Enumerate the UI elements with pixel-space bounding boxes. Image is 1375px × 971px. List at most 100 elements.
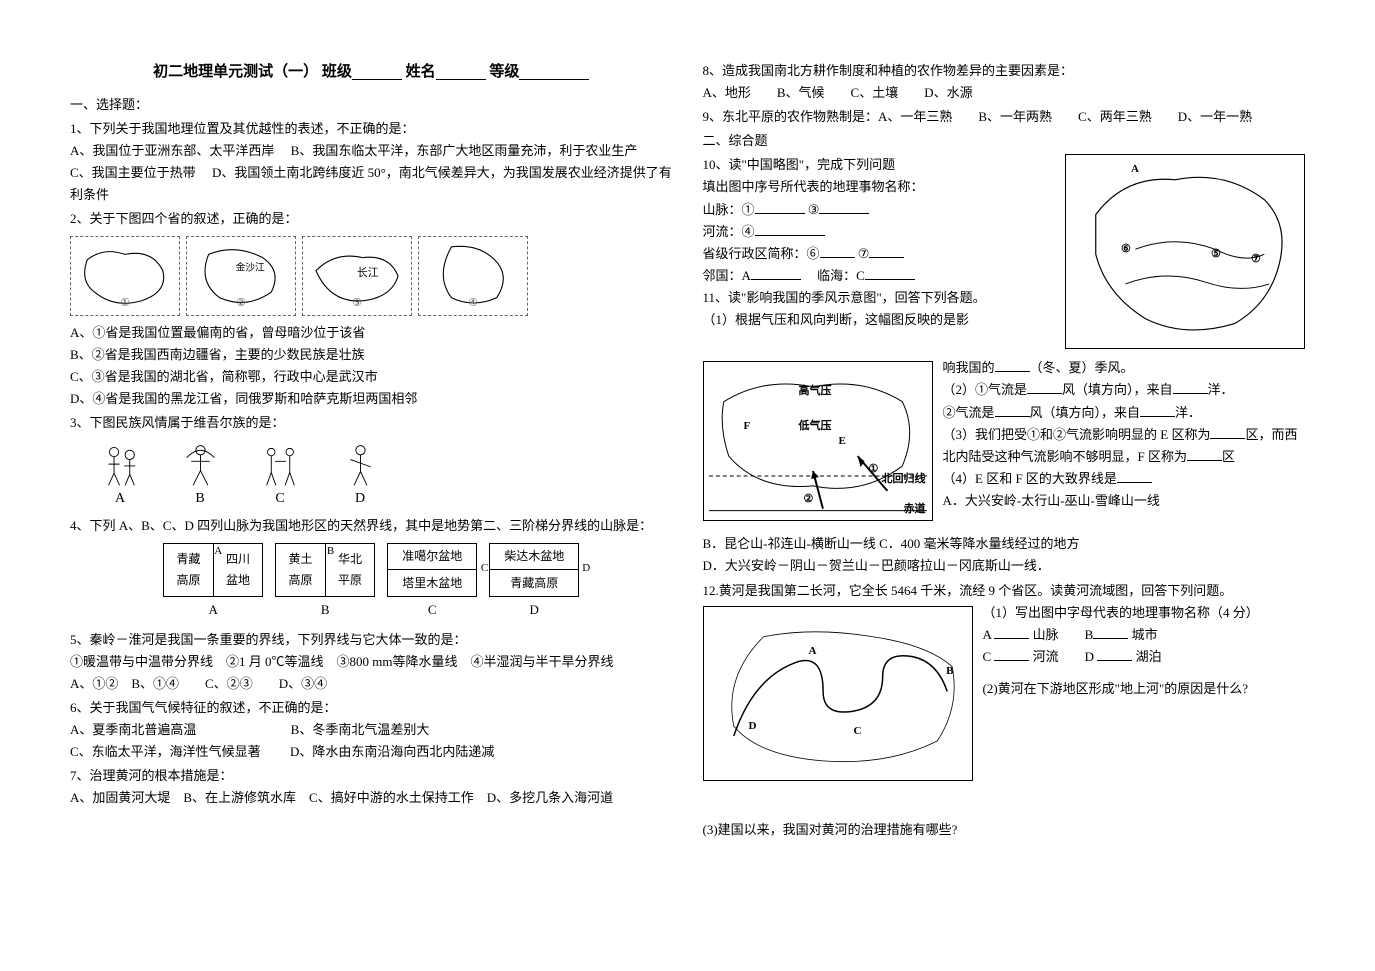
q3-C-label: C [275, 487, 284, 511]
q3-stem: 3、下图民族风情属于维吾尔族的是： [70, 412, 673, 434]
section-a-heading: 一、选择题： [70, 94, 673, 116]
map-5: ⑤ [1211, 245, 1221, 264]
q4-C-bl: C [387, 599, 477, 621]
q12-B: 山脉 B [1033, 627, 1094, 642]
section-b-heading: 二、综合题 [703, 130, 1306, 152]
q11-p4B: B．昆仑山-祁连山-横断山一线 C．400 毫米等降水量线经过的地方 [703, 533, 1306, 555]
monsoon-map: 北回归线 赤道 高气压 低气压 E F ① ② [703, 361, 933, 521]
blank-m3[interactable] [819, 200, 869, 214]
q10-l4a: 邻国：A [703, 268, 751, 283]
q1-stem: 1、下列关于我国地理位置及其优越性的表述，不正确的是： [70, 118, 673, 140]
blank-zF[interactable] [1187, 447, 1222, 461]
q5: 5、秦岭－淮河是我国一条重要的界线，下列界线与它大体一致的是： ①暖温带与中温带… [70, 629, 673, 695]
name-input[interactable] [436, 63, 486, 80]
blank-p6[interactable] [820, 244, 855, 258]
china-map: A ⑥ ⑤ ⑦ [1065, 154, 1305, 349]
q11-p4t: （4）E 区和 F 区的大致界线是 [943, 471, 1117, 486]
q12-C: C [983, 649, 992, 664]
map-6: ⑥ [1121, 240, 1131, 259]
q3-fig-B: B [170, 441, 230, 511]
q4-C-top: 准噶尔盆地 [388, 544, 476, 571]
q9: 9、东北平原的农作物熟制是：A、一年三熟 B、一年两熟 C、两年三熟 D、一年一… [703, 106, 1306, 128]
blank-sC[interactable] [865, 266, 915, 280]
left-column: 初二地理单元测试（一） 班级 姓名 等级 一、选择题： 1、下列关于我国地理位置… [70, 60, 673, 951]
blank-yC[interactable] [994, 647, 1029, 661]
blank-season[interactable] [995, 358, 1030, 372]
q6-row1: A、夏季南北普遍高温 B、冬季南北气温差别大 [70, 719, 673, 741]
q3-B-label: B [195, 487, 204, 511]
q6-stem: 6、关于我国气气候特征的叙述，不正确的是： [70, 697, 673, 719]
q7: 7、治理黄河的根本措施是： A、加固黄河大堤 B、在上游修筑水库 C、搞好中游的… [70, 765, 673, 809]
blank-w1[interactable] [1027, 380, 1062, 394]
blank-zE[interactable] [1210, 425, 1245, 439]
svg-text:金沙江: 金沙江 [236, 261, 265, 274]
blank-yD[interactable] [1097, 647, 1132, 661]
q4-C-bot: 塔里木盆地 [388, 570, 476, 596]
q4-D-bl: D [489, 599, 579, 621]
q4-A-tr: A [214, 542, 222, 561]
q2-map3-label: ③ [352, 294, 362, 313]
q4-pair-D: 柴达木盆地 青藏高原 D [489, 543, 579, 597]
blank-o2[interactable] [1140, 403, 1175, 417]
q12-D: 河流 D [1033, 649, 1094, 664]
mon-2: ② [804, 490, 814, 509]
q1-line2: A、我国位于亚洲东部、太平洋西岸 B、我国东临太平洋，东部广大地区雨量充沛，利于… [70, 140, 673, 162]
blank-m1[interactable] [755, 200, 805, 214]
q2-map2-label: ② [236, 294, 246, 313]
yellow-river-map: A B C D [703, 606, 973, 781]
blank-yB[interactable] [1093, 625, 1128, 639]
q6-C: C、东临太平洋，海洋性气候显著 [70, 744, 261, 759]
class-input[interactable] [352, 63, 402, 80]
q11-p1b-b: （冬、夏）季风。 [1030, 360, 1134, 375]
q4-pair-B: 黄土 高原 华北 平原 B [275, 543, 375, 597]
q3-fig-C: C [250, 441, 310, 511]
blank-r4[interactable] [755, 222, 825, 236]
q6-A: A、夏季南北普遍高温 [70, 722, 196, 737]
q3-fig-D: D [330, 441, 390, 511]
yr-B: B [946, 662, 953, 681]
grade-input[interactable] [519, 63, 589, 80]
q8: 8、造成我国南北方耕作制度和种植的农作物差异的主要因素是： A、地形 B、气候 … [703, 60, 1306, 104]
page-title: 初二地理单元测试（一） 班级 姓名 等级 [70, 60, 673, 86]
mon-eq: 赤道 [904, 500, 926, 519]
q8-choices: A、地形 B、气候 C、土壤 D、水源 [703, 82, 1306, 104]
q12-Bw: 城市 [1132, 627, 1158, 642]
q2-map-1: ① [70, 236, 180, 316]
q6: 6、关于我国气气候特征的叙述，不正确的是： A、夏季南北普遍高温 B、冬季南北气… [70, 697, 673, 763]
blank-yA[interactable] [994, 625, 1029, 639]
q4-pair-A: 青藏 高原 四川 盆地 A [163, 543, 263, 597]
blank-nA[interactable] [751, 266, 801, 280]
blank-line[interactable] [1117, 469, 1152, 483]
blank-w2[interactable] [995, 403, 1030, 417]
blank-o1[interactable] [1173, 380, 1208, 394]
name-label: 姓名 [406, 64, 436, 80]
q6-row2: C、东临太平洋，海洋性气候显著 D、降水由东南沿海向西北内陆递减 [70, 741, 673, 763]
q11-p3c: 区 [1222, 449, 1235, 464]
mon-lo: 低气压 [799, 417, 832, 436]
q2-B: B、②省是我国西南边疆省，主要的少数民族是壮族 [70, 344, 673, 366]
q4-stem: 4、下列 A、B、C、D 四列山脉为我国地形区的天然界线，其中是地势第二、三阶梯… [70, 515, 673, 537]
q1-A: A、我国位于亚洲东部、太平洋西岸 [70, 143, 274, 158]
q5-choices: A、①② B、①④ C、②③ D、③④ [70, 673, 673, 695]
q4-B-left: 黄土 高原 [276, 544, 326, 596]
q2-maps: ① 金沙江 ② 长江 ③ ④ [70, 236, 673, 316]
q11-p2f: 洋． [1175, 405, 1201, 420]
q5-stem: 5、秦岭－淮河是我国一条重要的界线，下列界线与它大体一致的是： [70, 629, 673, 651]
q4-pair-C: 准噶尔盆地 塔里木盆地 C [387, 543, 477, 597]
q12-p3: (3)建国以来，我国对黄河的治理措施有哪些? [703, 819, 1306, 841]
q4-A-left: 青藏 高原 [164, 544, 214, 596]
yr-C: C [854, 722, 862, 741]
q3: 3、下图民族风情属于维吾尔族的是： A B C D [70, 412, 673, 512]
q1: 1、下列关于我国地理位置及其优越性的表述，不正确的是： A、我国位于亚洲东部、太… [70, 118, 673, 206]
q2-map-2: 金沙江 ② [186, 236, 296, 316]
q2-map-3: 长江 ③ [302, 236, 412, 316]
q2-stem: 2、关于下图四个省的叙述，正确的是： [70, 208, 673, 230]
q4-B-bl: B [275, 599, 375, 621]
grade-label: 等级 [489, 64, 519, 80]
map-A: A [1131, 160, 1139, 179]
q2-map4-label: ④ [468, 294, 478, 313]
q12-Dw: 湖泊 [1136, 649, 1162, 664]
q11-p2e: 风（填方向），来自 [1030, 405, 1141, 420]
class-label: 班级 [322, 64, 352, 80]
blank-p7[interactable] [869, 244, 904, 258]
